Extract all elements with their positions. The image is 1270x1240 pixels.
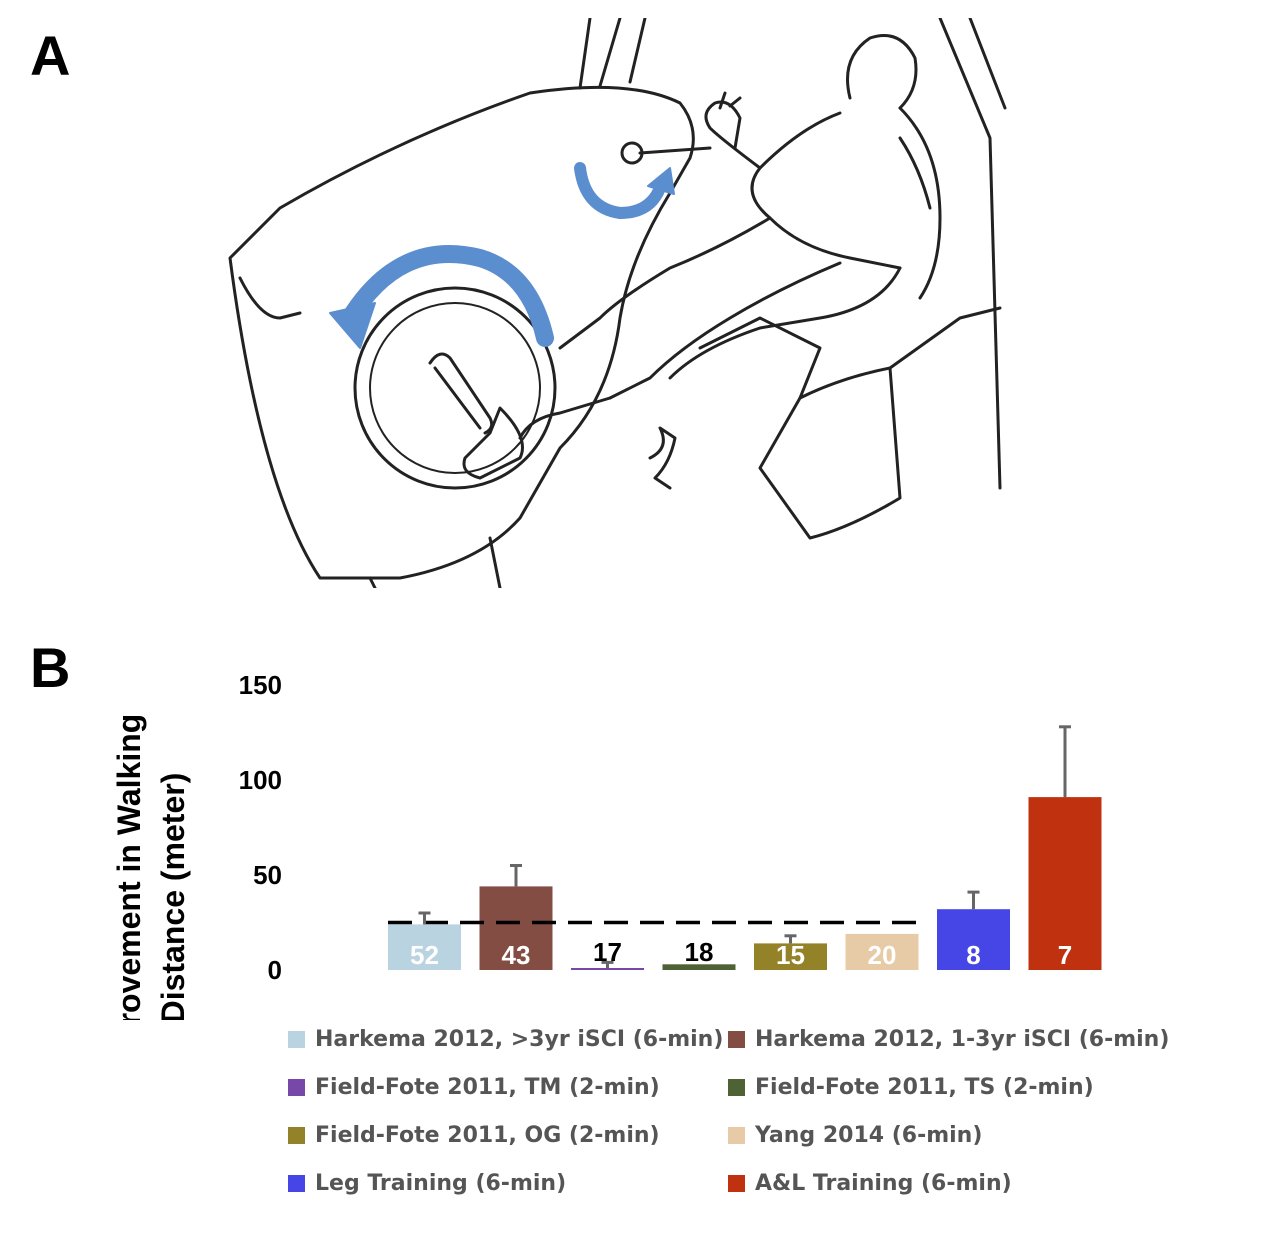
bar-1 (479, 886, 553, 970)
legend-item-3: Field-Fote 2011, TS (2-min) (728, 1070, 1208, 1104)
chart-legend: Harkema 2012, >3yr iSCI (6-min) Harkema 2… (288, 1022, 1208, 1200)
legend-swatch-2 (288, 1078, 305, 1096)
bar-label-3: 18 (685, 937, 714, 967)
panel-label-b: B (30, 636, 71, 699)
bars (388, 797, 1102, 970)
bar-7 (1028, 797, 1102, 970)
legend-label-0: Harkema 2012, >3yr iSCI (6-min) (315, 1026, 724, 1052)
bar-0 (388, 924, 461, 970)
arm-and-leg-cycle-ergometer-icon (228, 18, 1007, 588)
y-axis-label: Improvement in Walking Distance (meter) (111, 714, 191, 1020)
legend-item-7: A&L Training (6-min) (728, 1166, 1208, 1200)
legend-item-6: Leg Training (6-min) (288, 1166, 728, 1200)
y-tick-label-50: 50 (253, 860, 282, 890)
legend-label-2: Field-Fote 2011, TM (2-min) (315, 1074, 660, 1100)
panel-label-a: A (30, 24, 71, 87)
error-bars (418, 725, 1071, 969)
legend-item-0: Harkema 2012, >3yr iSCI (6-min) (288, 1022, 728, 1056)
legend-item-5: Yang 2014 (6-min) (728, 1118, 1208, 1152)
legend-label-1: Harkema 2012, 1-3yr iSCI (6-min) (755, 1026, 1170, 1052)
legend-swatch-5 (728, 1126, 745, 1144)
legend-item-2: Field-Fote 2011, TM (2-min) (288, 1070, 728, 1104)
legend-swatch-1 (728, 1030, 745, 1048)
legend-swatch-3 (728, 1078, 745, 1096)
error-bar-0 (418, 911, 431, 925)
legend-swatch-6 (288, 1174, 305, 1192)
legend-swatch-7 (728, 1174, 745, 1192)
legend-label-5: Yang 2014 (6-min) (755, 1122, 983, 1148)
error-bar-7 (1059, 725, 1071, 798)
y-axis-ticks: 0 50 100 150 (239, 670, 282, 985)
y-axis-label-line2: Distance (meter) (155, 773, 191, 1020)
walking-distance-bar-chart: Improvement in Walking Distance (meter) … (111, 670, 1102, 1020)
y-axis-label-line1: Improvement in Walking (111, 714, 147, 1020)
bar-label-0: 52 (410, 940, 439, 970)
y-tick-label-100: 100 (239, 765, 282, 795)
legend-label-7: A&L Training (6-min) (755, 1170, 1012, 1196)
bar-label-1: 43 (502, 940, 531, 970)
bar-5 (845, 933, 919, 970)
legend-swatch-0 (288, 1030, 305, 1048)
bar-2 (571, 968, 644, 970)
error-bar-4 (784, 934, 797, 944)
bar-label-4: 15 (776, 940, 805, 970)
bar-label-7: 7 (1058, 940, 1072, 970)
bar-3 (662, 964, 736, 970)
error-bar-6 (967, 890, 980, 910)
legend-swatch-4 (288, 1126, 305, 1144)
bar-sample-size-labels: 52 43 17 18 15 20 8 7 (410, 937, 1072, 970)
legend-item-4: Field-Fote 2011, OG (2-min) (288, 1118, 728, 1152)
bar-6 (937, 909, 1010, 970)
y-tick-label-0: 0 (268, 955, 282, 985)
legend-label-3: Field-Fote 2011, TS (2-min) (755, 1074, 1094, 1100)
bar-label-5: 20 (868, 940, 897, 970)
legend-item-1: Harkema 2012, 1-3yr iSCI (6-min) (728, 1022, 1208, 1056)
legend-label-6: Leg Training (6-min) (315, 1170, 567, 1196)
bar-label-2: 17 (593, 937, 622, 967)
bar-4 (754, 943, 827, 970)
y-tick-label-150: 150 (239, 670, 282, 700)
bar-label-6: 8 (966, 940, 980, 970)
legend-label-4: Field-Fote 2011, OG (2-min) (315, 1122, 660, 1148)
error-bar-1 (510, 864, 522, 887)
error-bar-2 (601, 960, 614, 969)
